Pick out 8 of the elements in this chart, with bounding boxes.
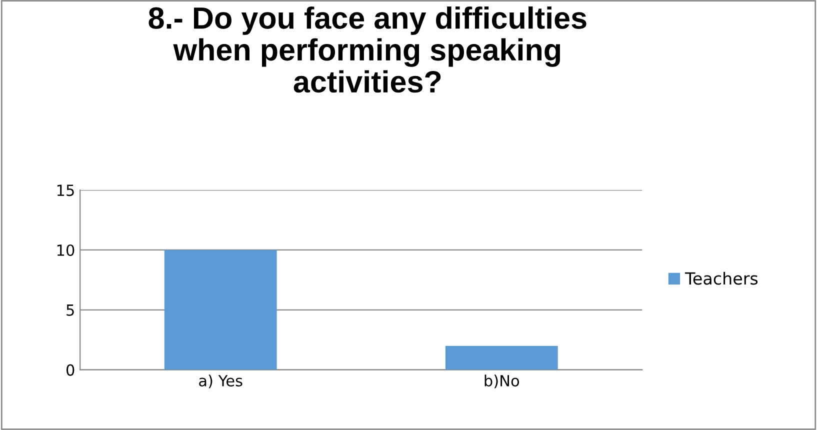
y-tick-label: 15: [57, 184, 74, 196]
y-tick-label: 10: [57, 244, 74, 256]
legend-label: Teachers: [685, 272, 758, 285]
chart-title: 8.- Do you face any difficulties when performing speaking activities?: [148, 6, 586, 93]
x-tick-label: b)No: [484, 374, 520, 388]
y-tick-label: 5: [66, 304, 74, 316]
y-tick-label: 0: [66, 364, 74, 376]
x-tick-label: a) Yes: [199, 374, 242, 388]
